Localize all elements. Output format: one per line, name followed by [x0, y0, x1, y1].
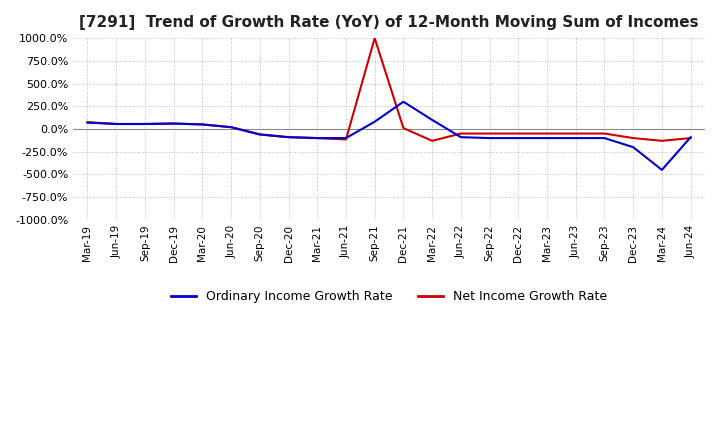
Legend: Ordinary Income Growth Rate, Net Income Growth Rate: Ordinary Income Growth Rate, Net Income … — [166, 285, 612, 308]
Title: [7291]  Trend of Growth Rate (YoY) of 12-Month Moving Sum of Incomes: [7291] Trend of Growth Rate (YoY) of 12-… — [79, 15, 699, 30]
